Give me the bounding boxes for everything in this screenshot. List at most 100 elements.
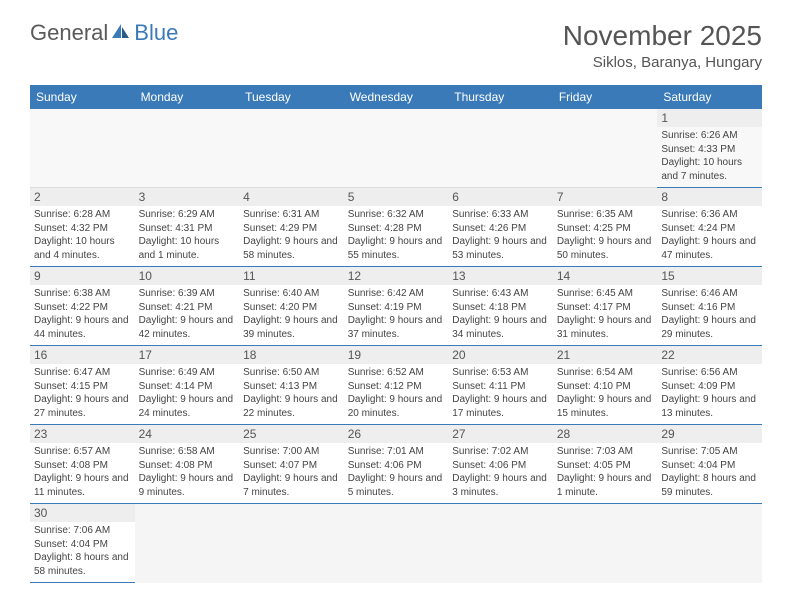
calendar-cell: 13Sunrise: 6:43 AMSunset: 4:18 PMDayligh…: [448, 267, 553, 346]
calendar-cell: 17 Sunrise: 6:49 AMSunset: 4:14 PMDayligh…: [135, 346, 240, 425]
sunrise-text: Sunrise: 6:53 AM: [452, 366, 549, 380]
calendar-cell: [239, 504, 344, 583]
sunset-text: Sunset: 4:22 PM: [34, 301, 131, 315]
weekday-header: Tuesday: [239, 85, 344, 109]
daylight-text: Daylight: 9 hours and 3 minutes.: [452, 472, 549, 499]
calendar-cell: 1Sunrise: 6:26 AMSunset: 4:33 PMDaylight…: [657, 109, 762, 188]
day-info: Sunrise: 6:32 AMSunset: 4:28 PMDaylight:…: [348, 208, 445, 262]
day-number: 5: [344, 188, 449, 206]
sunrise-text: Sunrise: 6:56 AM: [661, 366, 758, 380]
day-info: Sunrise: 7:00 AMSunset: 4:07 PMDaylight:…: [243, 445, 340, 499]
calendar-cell: [30, 109, 135, 188]
sunrise-text: Sunrise: 6:31 AM: [243, 208, 340, 222]
daylight-text: Daylight: 10 hours and 7 minutes.: [661, 156, 758, 183]
day-number: 8: [657, 188, 762, 206]
weekday-header: Wednesday: [344, 85, 449, 109]
calendar-cell: 9Sunrise: 6:38 AMSunset: 4:22 PMDaylight…: [30, 267, 135, 346]
calendar-cell: 3Sunrise: 6:29 AMSunset: 4:31 PMDaylight…: [135, 188, 240, 267]
sunrise-text: Sunrise: 6:45 AM: [557, 287, 654, 301]
daylight-text: Daylight: 8 hours and 58 minutes.: [34, 551, 131, 578]
day-number: 27: [448, 425, 553, 443]
calendar-cell: 22Sunrise: 6:56 AMSunset: 4:09 PMDayligh…: [657, 346, 762, 425]
day-info: Sunrise: 6:49 AMSunset: 4:14 PMDaylight:…: [139, 366, 236, 420]
daylight-text: Daylight: 9 hours and 20 minutes.: [348, 393, 445, 420]
daylight-text: Daylight: 9 hours and 13 minutes.: [661, 393, 758, 420]
day-number: 15: [657, 267, 762, 285]
day-info: Sunrise: 6:31 AMSunset: 4:29 PMDaylight:…: [243, 208, 340, 262]
sunrise-text: Sunrise: 6:29 AM: [139, 208, 236, 222]
month-title: November 2025: [563, 20, 762, 52]
calendar-cell: [657, 504, 762, 583]
sunset-text: Sunset: 4:26 PM: [452, 222, 549, 236]
sunset-text: Sunset: 4:04 PM: [34, 538, 131, 552]
sunrise-text: Sunrise: 6:33 AM: [452, 208, 549, 222]
daylight-text: Daylight: 9 hours and 31 minutes.: [557, 314, 654, 341]
sunrise-text: Sunrise: 7:01 AM: [348, 445, 445, 459]
day-info: Sunrise: 7:02 AMSunset: 4:06 PMDaylight:…: [452, 445, 549, 499]
sunset-text: Sunset: 4:12 PM: [348, 380, 445, 394]
sunset-text: Sunset: 4:33 PM: [661, 143, 758, 157]
day-info: Sunrise: 7:01 AMSunset: 4:06 PMDaylight:…: [348, 445, 445, 499]
daylight-text: Daylight: 10 hours and 1 minute.: [139, 235, 236, 262]
daylight-text: Daylight: 9 hours and 5 minutes.: [348, 472, 445, 499]
sunrise-text: Sunrise: 7:02 AM: [452, 445, 549, 459]
logo: General Blue: [30, 20, 178, 46]
sunrise-text: Sunrise: 6:36 AM: [661, 208, 758, 222]
sunset-text: Sunset: 4:06 PM: [348, 459, 445, 473]
calendar-cell: 10Sunrise: 6:39 AMSunset: 4:21 PMDayligh…: [135, 267, 240, 346]
calendar-cell: 28Sunrise: 7:03 AMSunset: 4:05 PMDayligh…: [553, 425, 658, 504]
calendar-row: 1Sunrise: 6:26 AMSunset: 4:33 PMDaylight…: [30, 109, 762, 188]
sunset-text: Sunset: 4:06 PM: [452, 459, 549, 473]
day-info: Sunrise: 6:43 AMSunset: 4:18 PMDaylight:…: [452, 287, 549, 341]
logo-text-general: General: [30, 20, 108, 46]
sunset-text: Sunset: 4:28 PM: [348, 222, 445, 236]
calendar-row: 2Sunrise: 6:28 AMSunset: 4:32 PMDaylight…: [30, 188, 762, 267]
day-number: 29: [657, 425, 762, 443]
day-info: Sunrise: 6:33 AMSunset: 4:26 PMDaylight:…: [452, 208, 549, 262]
sunrise-text: Sunrise: 7:05 AM: [661, 445, 758, 459]
day-number: 7: [553, 188, 658, 206]
sunrise-text: Sunrise: 6:39 AM: [139, 287, 236, 301]
calendar-row: 16 Sunrise: 6:47 AMSunset: 4:15 PMDayligh…: [30, 346, 762, 425]
calendar-row: 30Sunrise: 7:06 AMSunset: 4:04 PMDayligh…: [30, 504, 762, 583]
sunrise-text: Sunrise: 6:28 AM: [34, 208, 131, 222]
daylight-text: Daylight: 8 hours and 59 minutes.: [661, 472, 758, 499]
daylight-text: Daylight: 9 hours and 15 minutes.: [557, 393, 654, 420]
sunrise-text: Sunrise: 6:52 AM: [348, 366, 445, 380]
calendar-cell: [135, 109, 240, 188]
day-info: Sunrise: 7:06 AMSunset: 4:04 PMDaylight:…: [34, 524, 131, 578]
daylight-text: Daylight: 9 hours and 42 minutes.: [139, 314, 236, 341]
day-number: 18: [239, 346, 344, 364]
location: Siklos, Baranya, Hungary: [563, 54, 762, 71]
calendar-cell: [553, 109, 658, 188]
sunrise-text: Sunrise: 6:50 AM: [243, 366, 340, 380]
calendar-cell: [239, 109, 344, 188]
calendar-cell: 18Sunrise: 6:50 AMSunset: 4:13 PMDayligh…: [239, 346, 344, 425]
day-number: 16: [30, 346, 135, 364]
daylight-text: Daylight: 9 hours and 22 minutes.: [243, 393, 340, 420]
daylight-text: Daylight: 9 hours and 27 minutes.: [34, 393, 131, 420]
day-info: Sunrise: 6:47 AMSunset: 4:15 PMDaylight:…: [34, 366, 131, 420]
calendar-table: Sunday Monday Tuesday Wednesday Thursday…: [30, 85, 762, 583]
calendar-cell: 15Sunrise: 6:46 AMSunset: 4:16 PMDayligh…: [657, 267, 762, 346]
calendar-cell: 24Sunrise: 6:58 AMSunset: 4:08 PMDayligh…: [135, 425, 240, 504]
sunrise-text: Sunrise: 6:40 AM: [243, 287, 340, 301]
sunset-text: Sunset: 4:18 PM: [452, 301, 549, 315]
weekday-header: Thursday: [448, 85, 553, 109]
sunset-text: Sunset: 4:25 PM: [557, 222, 654, 236]
sunset-text: Sunset: 4:31 PM: [139, 222, 236, 236]
calendar-cell: 14Sunrise: 6:45 AMSunset: 4:17 PMDayligh…: [553, 267, 658, 346]
sunset-text: Sunset: 4:20 PM: [243, 301, 340, 315]
daylight-text: Daylight: 9 hours and 37 minutes.: [348, 314, 445, 341]
sunset-text: Sunset: 4:11 PM: [452, 380, 549, 394]
calendar-cell: 8Sunrise: 6:36 AMSunset: 4:24 PMDaylight…: [657, 188, 762, 267]
sunset-text: Sunset: 4:29 PM: [243, 222, 340, 236]
daylight-text: Daylight: 9 hours and 29 minutes.: [661, 314, 758, 341]
sunrise-text: Sunrise: 6:43 AM: [452, 287, 549, 301]
day-number: 20: [448, 346, 553, 364]
day-number: 17: [135, 346, 240, 364]
day-number: 6: [448, 188, 553, 206]
sunset-text: Sunset: 4:09 PM: [661, 380, 758, 394]
day-info: Sunrise: 6:38 AMSunset: 4:22 PMDaylight:…: [34, 287, 131, 341]
sunset-text: Sunset: 4:17 PM: [557, 301, 654, 315]
